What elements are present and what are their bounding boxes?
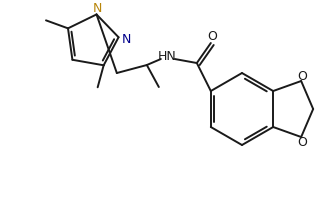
Text: O: O xyxy=(297,70,307,82)
Text: O: O xyxy=(207,30,217,42)
Text: O: O xyxy=(297,135,307,149)
Text: N: N xyxy=(122,33,131,46)
Text: N: N xyxy=(93,2,102,15)
Text: HN: HN xyxy=(158,50,176,63)
